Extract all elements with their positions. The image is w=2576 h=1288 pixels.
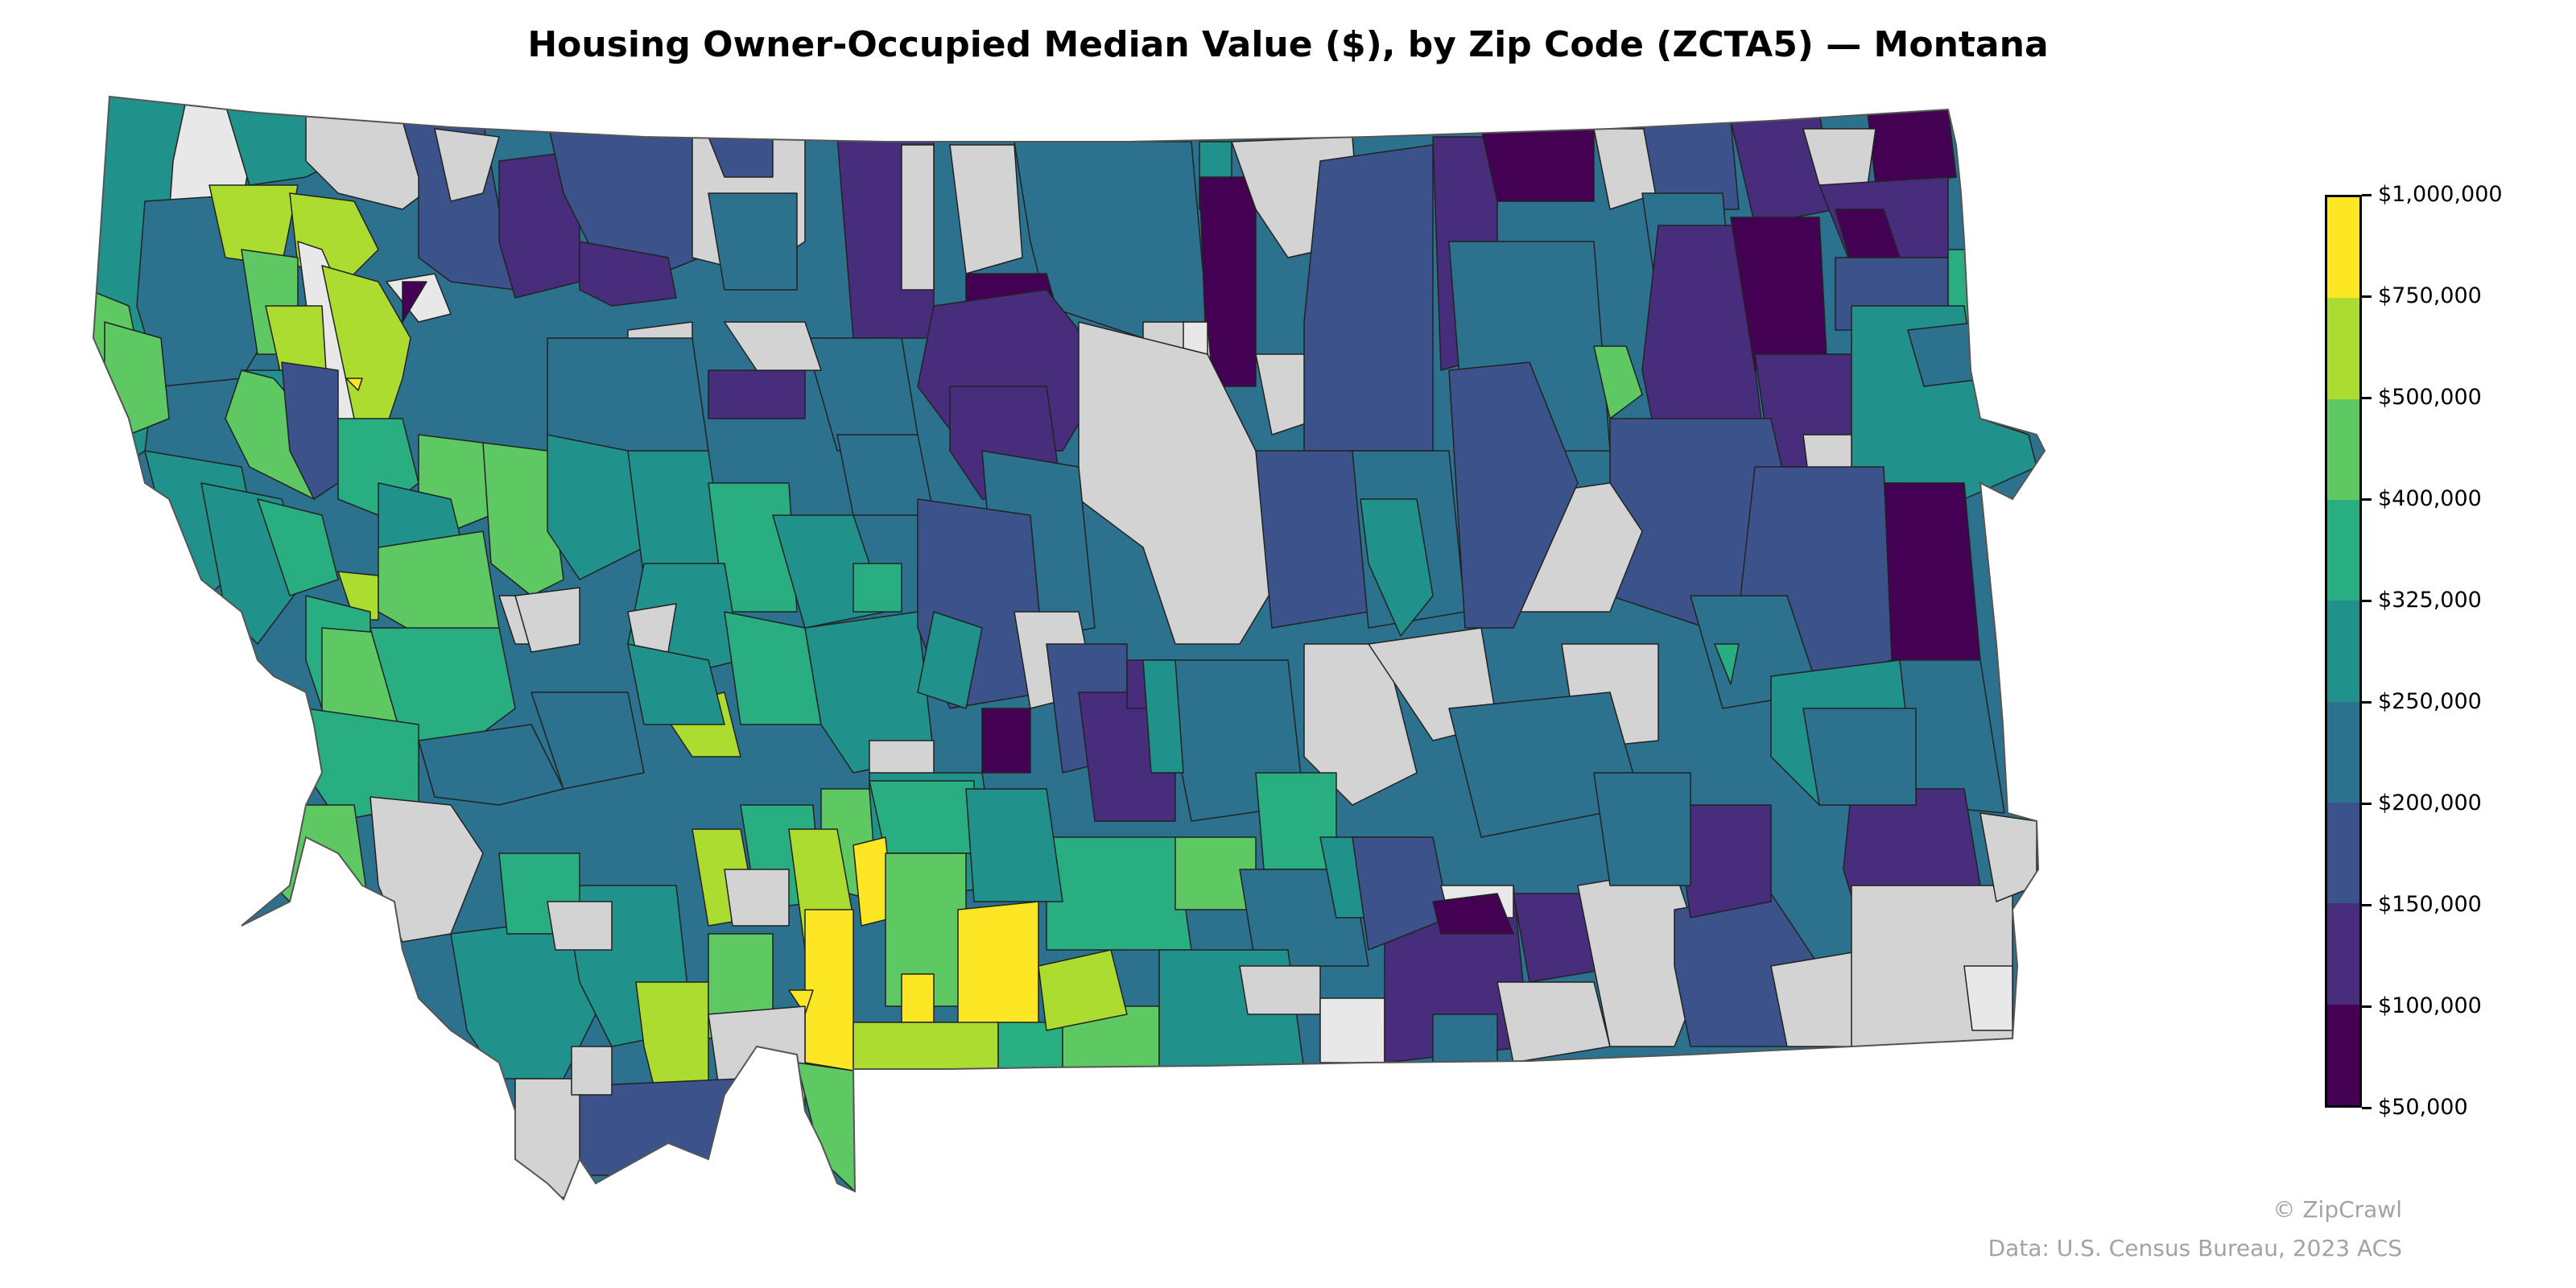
colorbar-bin	[2327, 1004, 2359, 1105]
zcta-region	[1432, 893, 1514, 935]
credit-text: © ZipCrawl	[2273, 1196, 2402, 1223]
zcta-region	[1593, 772, 1691, 886]
tick-label: $200,000	[2378, 791, 2482, 815]
zcta-region	[1963, 965, 2013, 1031]
colorbar-bin	[2327, 298, 2359, 399]
zcta-region	[788, 989, 814, 1015]
zcta-region	[514, 587, 580, 653]
zcta-region	[1802, 708, 1917, 806]
zcta-region	[724, 321, 822, 371]
chart-title: Housing Owner-Occupied Median Value ($),…	[527, 24, 2049, 65]
colorbar-bin	[2327, 903, 2359, 1005]
tick-label: $400,000	[2378, 486, 2482, 511]
zcta-region	[1883, 482, 1981, 661]
zcta-region	[627, 603, 677, 653]
zcta-region	[965, 788, 1063, 902]
zcta-region	[981, 708, 1031, 774]
tick-label: $1,000,000	[2378, 182, 2503, 207]
colorbar-bin	[2327, 701, 2359, 803]
zcta-region	[1078, 321, 1289, 645]
zcta-region	[708, 369, 806, 419]
zcta-region	[1480, 128, 1595, 202]
zcta-region	[402, 281, 427, 323]
zcta-region	[1038, 949, 1128, 1031]
zcta-region	[796, 1062, 856, 1192]
zcta-region	[1255, 450, 1369, 629]
zcta-region	[104, 321, 170, 436]
zcta-region	[547, 901, 613, 951]
colorbar-bin	[2327, 500, 2359, 601]
zcta-region	[901, 973, 935, 1023]
zcta-region	[1046, 836, 1192, 951]
zcta-region	[1448, 361, 1579, 629]
zcta-region	[434, 128, 500, 202]
zcta-region	[627, 643, 725, 725]
zcta-region	[257, 498, 339, 597]
zcta-region	[1303, 144, 1434, 452]
zcta-region	[708, 192, 798, 291]
tick-label: $500,000	[2378, 385, 2482, 410]
zcta-region	[418, 724, 564, 806]
zcta-region	[852, 1022, 999, 1071]
zcta-region	[852, 563, 902, 613]
state-outline	[92, 95, 2046, 1201]
zcta-region	[1142, 659, 1184, 774]
colorbar-labels: $50,000 $100,000 $150,000 $200,000 $250,…	[2362, 182, 2555, 1120]
colorbar-bin	[2327, 197, 2359, 299]
data-source-text: Data: U.S. Census Bureau, 2023 ACS	[1988, 1235, 2402, 1261]
zcta-region	[571, 1046, 613, 1096]
zcta-region	[281, 361, 339, 500]
zcta-region	[1867, 109, 1957, 186]
tick-label: $50,000	[2378, 1095, 2468, 1120]
colorbar	[2325, 195, 2362, 1108]
zcta-region	[1432, 1013, 1498, 1063]
zcta-region	[482, 442, 564, 597]
tick-label: $325,000	[2378, 588, 2482, 613]
colorbar-bin	[2327, 601, 2359, 702]
zcta-region	[724, 869, 790, 927]
zcta-region	[1714, 643, 1740, 685]
zcta-region	[1319, 997, 1385, 1063]
zcta-region	[1593, 345, 1643, 419]
tick-label: $750,000	[2378, 283, 2482, 308]
tick-label: $100,000	[2378, 993, 2482, 1018]
zcta-region	[1360, 498, 1434, 637]
zcta-region	[273, 804, 371, 935]
colorbar-bin	[2327, 398, 2359, 501]
zcta-region	[547, 434, 645, 580]
zcta-region	[627, 450, 725, 580]
tick-label: $250,000	[2378, 689, 2482, 714]
tick-label: $150,000	[2378, 892, 2482, 917]
zcta-region	[345, 378, 363, 391]
zcta-region	[337, 571, 379, 621]
zcta-region	[1199, 176, 1257, 387]
zcta-region	[530, 691, 645, 790]
zcta-region	[1239, 965, 1321, 1015]
zcta-region	[708, 1005, 806, 1128]
zcta-region	[579, 241, 677, 307]
zcta-region	[901, 144, 935, 291]
zcta-region	[949, 144, 1023, 275]
zcta-region	[957, 901, 1039, 1031]
zcta-region	[917, 611, 983, 709]
colorbar-bin	[2327, 803, 2359, 904]
